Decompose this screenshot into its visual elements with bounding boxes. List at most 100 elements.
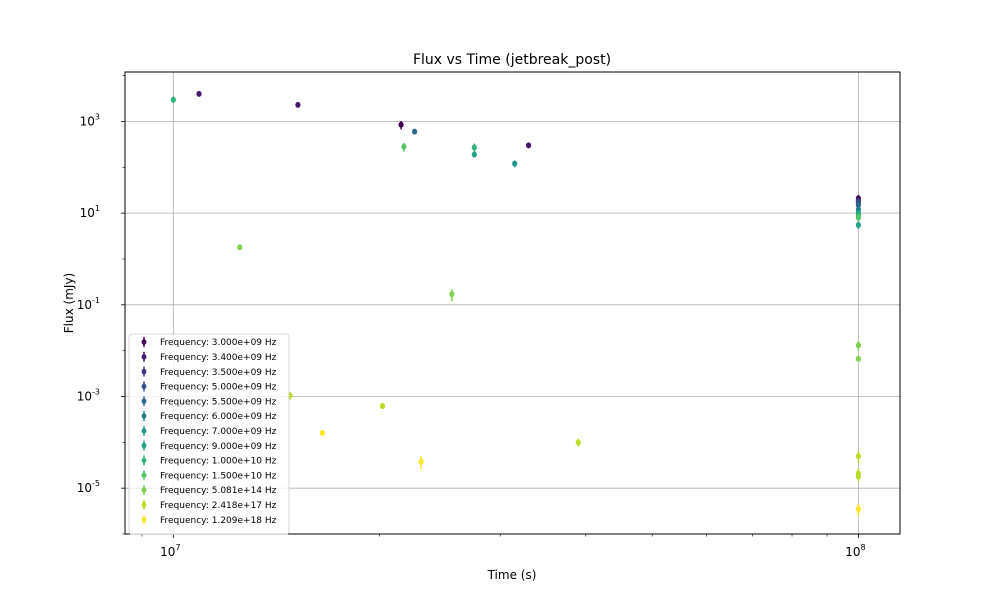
legend-entry: Frequency: 3.500e+09 Hz: [141, 366, 277, 378]
data-point: [398, 120, 404, 130]
y-tick-label: 103: [80, 112, 100, 128]
data-point: [855, 504, 862, 516]
point-marker: [525, 142, 532, 149]
data-point: [295, 101, 301, 108]
point-marker: [379, 403, 386, 410]
point-marker: [855, 473, 862, 480]
y-tick-label: 10-1: [77, 296, 100, 312]
legend-marker: [141, 442, 147, 449]
legend: Frequency: 3.000e+09 Hz Frequency: 3.400e…: [128, 333, 290, 535]
point-marker: [412, 128, 418, 135]
legend-label: Frequency: 1.209e+18 Hz: [160, 516, 277, 526]
legend-label: Frequency: 5.500e+09 Hz: [160, 397, 277, 407]
x-tick-label: 107: [160, 543, 180, 559]
legend-marker: [141, 383, 147, 390]
legend-entry: Frequency: 3.000e+09 Hz: [141, 337, 277, 348]
legend-entry: Frequency: 5.000e+09 Hz: [141, 381, 277, 393]
legend-entry: Frequency: 1.209e+18 Hz: [141, 514, 277, 526]
legend-marker: [141, 428, 147, 434]
legend-entry: Frequency: 6.000e+09 Hz: [141, 411, 277, 422]
point-marker: [855, 222, 862, 229]
data-point: [412, 128, 418, 135]
legend-label: Frequency: 5.081e+14 Hz: [160, 486, 277, 496]
data-point: [170, 96, 176, 104]
legend-entry: Frequency: 5.500e+09 Hz: [141, 396, 277, 407]
point-marker: [237, 244, 243, 251]
point-marker: [319, 429, 325, 436]
y-tick-label: 10-3: [77, 387, 100, 403]
legend-marker: [141, 487, 147, 493]
plot-area-frame: [124, 71, 901, 535]
x-axis-label: Time (s): [487, 568, 537, 582]
data-point: [319, 429, 325, 436]
y-tick-label: 101: [80, 204, 100, 220]
y-tick-label: 10-5: [77, 479, 100, 495]
legend-box: [128, 333, 290, 535]
point-marker: [170, 96, 176, 103]
legend-label: Frequency: 7.000e+09 Hz: [160, 427, 277, 437]
legend-label: Frequency: 1.500e+10 Hz: [160, 471, 277, 481]
x-tick-label: 108: [845, 543, 865, 559]
point-marker: [855, 355, 862, 362]
legend-entry: Frequency: 2.418e+17 Hz: [141, 499, 277, 511]
legend-entry: Frequency: 5.081e+14 Hz: [141, 485, 277, 496]
legend-marker: [141, 516, 147, 523]
legend-entry: Frequency: 1.500e+10 Hz: [141, 470, 277, 481]
legend-marker: [141, 502, 147, 508]
legend-label: Frequency: 9.000e+09 Hz: [160, 442, 277, 452]
point-marker: [418, 458, 424, 465]
legend-marker: [141, 398, 147, 405]
legend-entry: Frequency: 7.000e+09 Hz: [141, 425, 277, 437]
legend-entry: Frequency: 1.000e+10 Hz: [141, 455, 277, 467]
legend-label: Frequency: 5.000e+09 Hz: [160, 383, 277, 393]
point-marker: [401, 143, 407, 150]
data-point: [471, 151, 477, 158]
point-marker: [855, 453, 862, 460]
legend-label: Frequency: 1.000e+10 Hz: [160, 457, 277, 467]
data-point: [855, 450, 862, 464]
y-axis-label: Flux (mJy): [62, 273, 76, 333]
data-point: [401, 142, 407, 152]
data-point: [855, 214, 862, 222]
data-point: [449, 289, 455, 302]
data-points: [170, 90, 862, 516]
data-point: [525, 142, 532, 149]
data-point: [471, 143, 477, 153]
legend-entry: Frequency: 9.000e+09 Hz: [141, 440, 277, 452]
point-marker: [855, 506, 862, 513]
data-point: [418, 456, 424, 470]
data-point: [512, 160, 518, 168]
point-marker: [855, 214, 862, 221]
point-marker: [196, 90, 202, 97]
chart-title: Flux vs Time (jetbreak_post): [413, 52, 611, 68]
point-marker: [855, 202, 862, 209]
data-point: [855, 472, 862, 482]
data-point: [855, 355, 862, 362]
data-point: [855, 221, 862, 230]
data-point: [855, 341, 862, 351]
legend-marker: [141, 472, 147, 479]
point-marker: [398, 121, 404, 128]
legend-label: Frequency: 2.418e+17 Hz: [160, 501, 277, 511]
legend-marker: [141, 354, 147, 360]
legend-label: Frequency: 6.000e+09 Hz: [160, 412, 277, 422]
point-marker: [855, 342, 862, 349]
point-marker: [575, 439, 581, 446]
point-marker: [471, 144, 477, 151]
data-point: [237, 244, 243, 251]
point-marker: [471, 151, 477, 158]
point-marker: [512, 160, 518, 167]
legend-marker: [141, 413, 147, 419]
legend-label: Frequency: 3.500e+09 Hz: [160, 368, 277, 378]
data-point: [379, 403, 386, 410]
data-point: [575, 438, 581, 447]
legend-marker: [141, 457, 147, 464]
data-point: [196, 90, 202, 97]
legend-marker: [141, 339, 147, 345]
legend-label: Frequency: 3.400e+09 Hz: [160, 353, 277, 363]
point-marker: [449, 291, 455, 298]
legend-entry: Frequency: 3.400e+09 Hz: [141, 351, 277, 363]
legend-label: Frequency: 3.000e+09 Hz: [160, 338, 277, 348]
